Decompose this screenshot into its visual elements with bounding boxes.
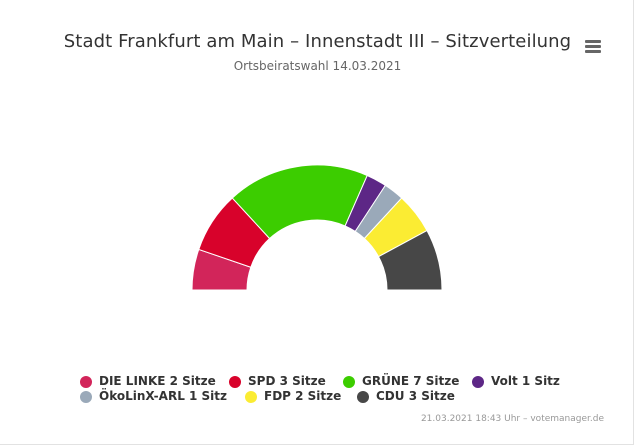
hamburger-menu-icon[interactable] bbox=[582, 38, 604, 56]
chart-subtitle: Ortsbeiratswahl 14.03.2021 bbox=[233, 59, 402, 73]
menu-bar bbox=[585, 40, 601, 43]
credits-link[interactable]: 21.03.2021 18:43 Uhr – votemanager.de bbox=[420, 414, 604, 424]
legend-label: ÖkoLinX-ARL 1 Sitz bbox=[99, 389, 228, 403]
menu-bar bbox=[585, 45, 601, 48]
legend-marker bbox=[229, 376, 241, 388]
legend-label: Volt 1 Sitz bbox=[491, 374, 560, 388]
legend-marker bbox=[357, 391, 369, 403]
legend-label: CDU 3 Sitze bbox=[376, 389, 455, 403]
legend-label: FDP 2 Sitze bbox=[264, 389, 342, 403]
legend-marker bbox=[472, 376, 484, 388]
legend-marker bbox=[80, 391, 92, 403]
legend-label: DIE LINKE 2 Sitze bbox=[99, 374, 216, 388]
legend-label: GRÜNE 7 Sitze bbox=[362, 374, 460, 388]
legend-marker bbox=[245, 391, 257, 403]
legend-marker bbox=[343, 376, 355, 388]
seat-slice-cdu[interactable] bbox=[377, 229, 443, 291]
menu-bar bbox=[585, 50, 601, 53]
legend-marker bbox=[80, 376, 92, 388]
legend-label: SPD 3 Sitze bbox=[248, 374, 326, 388]
chart-title: Stadt Frankfurt am Main – Innenstadt III… bbox=[63, 31, 572, 52]
